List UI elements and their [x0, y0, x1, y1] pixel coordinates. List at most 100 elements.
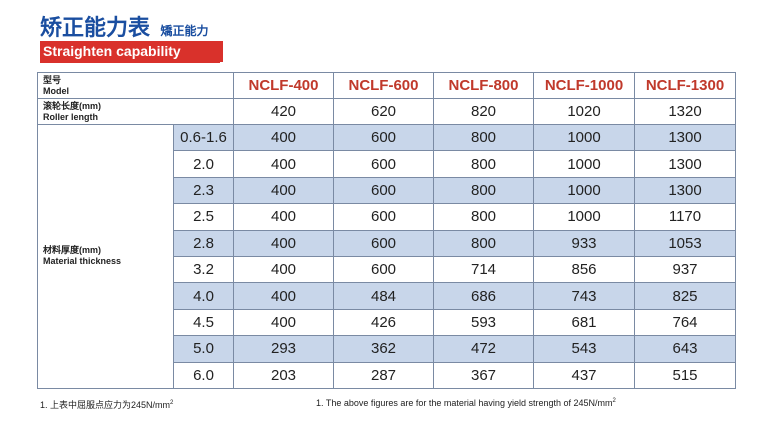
capability-cell: 600 — [333, 123, 434, 152]
model-header: NCLF-800 — [433, 72, 534, 99]
section-banner: Straighten capability — [40, 41, 223, 62]
note-en-sup: 2 — [612, 398, 616, 404]
capability-cell: 600 — [333, 229, 434, 257]
capability-cell: 543 — [533, 335, 635, 363]
capability-cell: 400 — [233, 176, 334, 205]
thickness-cell: 2.0 — [173, 150, 234, 178]
roller-label-cn: 滚轮长度(mm) — [43, 100, 101, 111]
capability-cell: 400 — [233, 308, 334, 337]
capability-cell: 743 — [533, 282, 635, 310]
capability-cell: 1000 — [533, 150, 635, 178]
capability-cell: 1000 — [533, 176, 635, 205]
thickness-cell: 2.5 — [173, 203, 234, 231]
capability-cell: 800 — [433, 150, 534, 178]
thickness-label-en: Material thickness — [43, 256, 122, 267]
note-en-text: 1. The above figures are for the materia… — [316, 398, 613, 408]
capability-cell: 400 — [233, 123, 334, 152]
capability-cell: 800 — [433, 123, 534, 152]
capability-cell: 484 — [333, 282, 434, 310]
table-row: 2.5 400 600 800 1000 1170 — [38, 203, 736, 231]
table-row: 4.0 400 484 686 743 825 — [38, 282, 736, 310]
capability-cell: 600 — [333, 150, 434, 178]
capability-cell: 800 — [433, 203, 534, 231]
model-header: NCLF-600 — [333, 72, 434, 99]
note-cn: 1. 上表中屈服点应力为245N/mm2 — [40, 398, 173, 411]
model-label-cn: 型号 — [43, 74, 62, 85]
model-header: NCLF-400 — [233, 72, 334, 99]
capability-cell: 367 — [433, 361, 534, 389]
roller-length-cell: 620 — [333, 98, 434, 125]
capability-cell: 937 — [634, 255, 736, 284]
table-row: 4.5 400 426 593 681 764 — [38, 308, 736, 337]
capability-cell: 1300 — [634, 150, 736, 178]
capability-cell: 800 — [433, 176, 534, 205]
capability-cell: 1300 — [634, 176, 736, 205]
capability-cell: 800 — [433, 229, 534, 257]
model-header: NCLF-1000 — [533, 72, 635, 99]
capability-cell: 400 — [233, 229, 334, 257]
thickness-cell: 2.3 — [173, 176, 234, 205]
model-label: 型号 Model — [37, 72, 234, 99]
note-cn-sup: 2 — [170, 400, 174, 406]
capability-cell: 293 — [233, 335, 334, 363]
title-main: 矫正能力表 — [40, 15, 151, 40]
capability-cell: 856 — [533, 255, 635, 284]
thickness-label-cn: 材料厚度(mm) — [43, 245, 101, 256]
thickness-cell: 5.0 — [173, 335, 234, 363]
capability-cell: 1000 — [533, 123, 635, 152]
thickness-cell: 0.6-1.6 — [173, 123, 234, 152]
capability-cell: 600 — [333, 176, 434, 205]
capability-cell: 287 — [333, 361, 434, 389]
capability-table: 型号 Model NCLF-400 NCLF-600 NCLF-800 NCLF… — [37, 72, 736, 389]
capability-cell: 400 — [233, 255, 334, 284]
roller-length-cell: 1320 — [634, 98, 736, 125]
capability-cell: 1053 — [634, 229, 736, 257]
thickness-label: 材料厚度(mm) Material thickness — [37, 124, 174, 389]
capability-cell: 686 — [433, 282, 534, 310]
table-row: 2.0 400 600 800 1000 1300 — [38, 150, 736, 178]
capability-cell: 426 — [333, 308, 434, 337]
banner-underline — [40, 62, 220, 63]
table-row: 6.0 203 287 367 437 515 — [38, 361, 736, 389]
table-row: 2.3 400 600 800 1000 1300 — [38, 176, 736, 205]
thickness-cell: 4.5 — [173, 308, 234, 337]
capability-cell: 400 — [233, 150, 334, 178]
roller-length-cell: 420 — [233, 98, 334, 125]
capability-cell: 203 — [233, 361, 334, 389]
capability-cell: 600 — [333, 255, 434, 284]
note-cn-text: 1. 上表中屈服点应力为245N/mm — [40, 400, 171, 410]
table-row: 材料厚度(mm) Material thickness 0.6-1.6 400 600 8… — [37, 123, 736, 389]
model-label-en: Model — [43, 85, 69, 96]
roller-label: 滚轮长度(mm) Roller length — [37, 98, 234, 125]
capability-cell: 600 — [333, 203, 434, 231]
capability-cell: 1170 — [634, 203, 736, 231]
capability-cell: 362 — [333, 335, 434, 363]
capability-cell: 764 — [634, 308, 736, 337]
table-row: 5.0 293 362 472 543 643 — [38, 335, 736, 363]
capability-cell: 400 — [233, 203, 334, 231]
page-title: 矫正能力表 矯正能力 — [40, 10, 208, 40]
capability-cell: 593 — [433, 308, 534, 337]
capability-cell: 437 — [533, 361, 635, 389]
roller-label-en: Roller length — [43, 111, 99, 122]
capability-cell: 400 — [233, 282, 334, 310]
capability-cell: 643 — [634, 335, 736, 363]
table-row: 2.8 400 600 800 933 1053 — [38, 229, 736, 257]
thickness-cell: 4.0 — [173, 282, 234, 310]
note-en: 1. The above figures are for the materia… — [316, 398, 616, 408]
roller-length-cell: 820 — [433, 98, 534, 125]
capability-cell: 472 — [433, 335, 534, 363]
title-sub: 矯正能力 — [160, 24, 209, 38]
capability-cell: 681 — [533, 308, 635, 337]
capability-cell: 515 — [634, 361, 736, 389]
thickness-cell: 3.2 — [173, 255, 234, 284]
thickness-cell: 2.8 — [173, 229, 234, 257]
capability-cell: 933 — [533, 229, 635, 257]
capability-cell: 1300 — [634, 123, 736, 152]
capability-cell: 825 — [634, 282, 736, 310]
model-header: NCLF-1300 — [634, 72, 736, 99]
roller-length-cell: 1020 — [533, 98, 635, 125]
capability-cell: 1000 — [533, 203, 635, 231]
thickness-cell: 6.0 — [173, 361, 234, 389]
capability-cell: 714 — [433, 255, 534, 284]
